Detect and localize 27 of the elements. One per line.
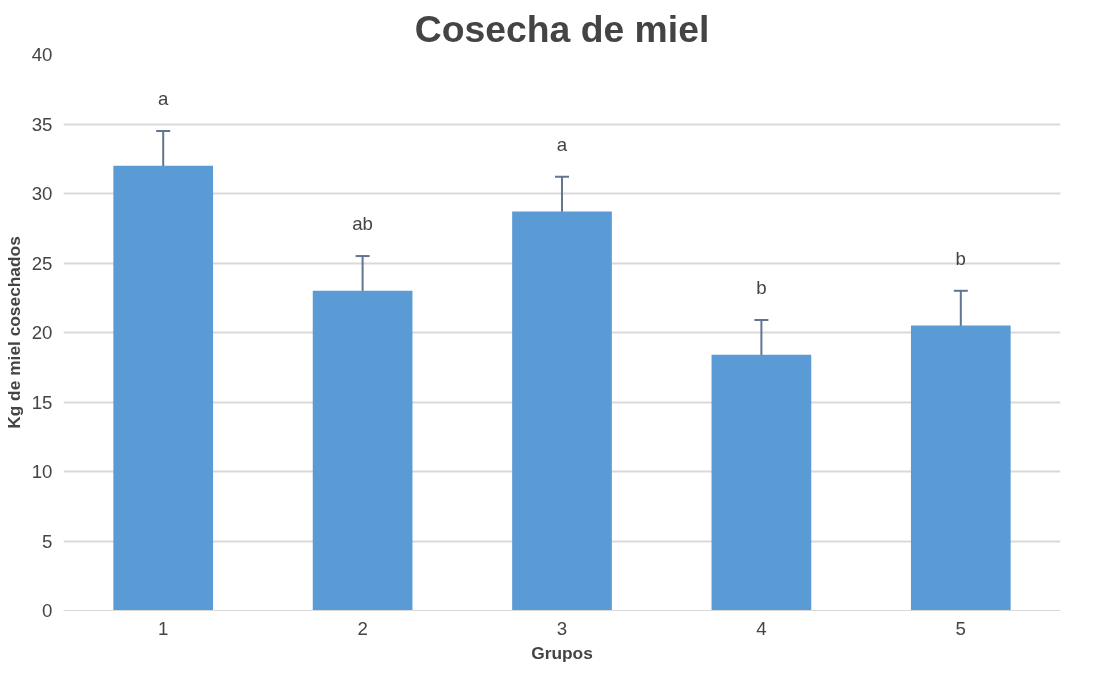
annotation: a	[158, 87, 170, 109]
chart-title: Cosecha de miel	[414, 7, 710, 50]
annotation: ab	[352, 213, 373, 235]
y-tick-label: 20	[31, 322, 53, 343]
bar	[711, 354, 812, 611]
x-tick-label: 2	[357, 617, 368, 639]
y-tick-label: 25	[31, 252, 53, 274]
y-tick-label: 10	[31, 461, 53, 482]
bar	[113, 165, 214, 611]
y-tick-label: 35	[31, 113, 53, 135]
x-tick-label: 5	[955, 617, 966, 639]
y-axis-title: Kg de miel cosechados	[3, 236, 24, 429]
x-tick-label: 4	[756, 617, 767, 639]
y-tick-label: 5	[42, 530, 53, 552]
annotation: b	[955, 247, 966, 269]
annotation: a	[556, 133, 568, 155]
x-tick-label: 1	[158, 617, 169, 639]
bar	[312, 290, 413, 611]
x-axis-title: Grupos	[531, 642, 593, 663]
y-tick-label: 0	[42, 600, 53, 621]
annotation: b	[756, 276, 767, 298]
y-tick-label: 40	[31, 44, 53, 65]
y-tick-label: 15	[31, 391, 53, 413]
y-tick-label: 30	[31, 183, 53, 204]
bar	[910, 325, 1011, 611]
bar	[512, 211, 612, 611]
x-tick-label: 3	[556, 617, 568, 639]
